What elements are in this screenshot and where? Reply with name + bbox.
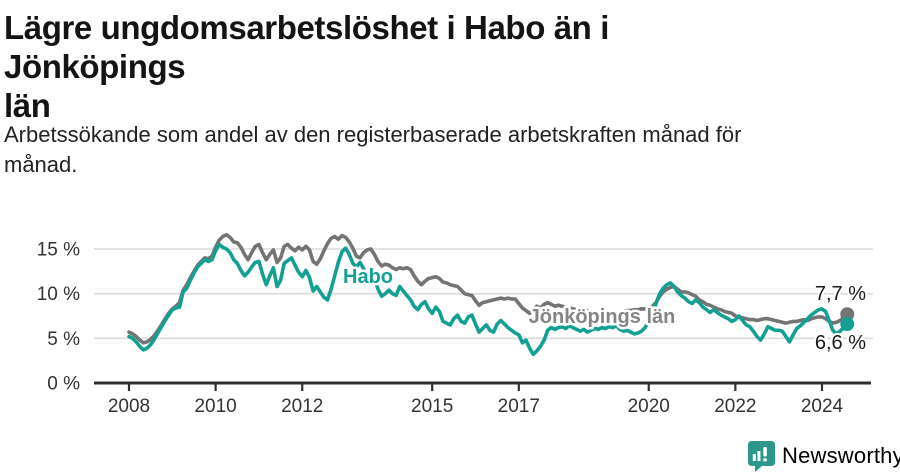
habo-line: [127, 242, 850, 357]
jonkopings-lan-end-value: 7,7 %: [815, 283, 866, 305]
chart-subtitle-line-2: månad.: [4, 152, 78, 177]
newsworthy-logo: Newsworthy: [748, 440, 900, 472]
jonkopings-lan-series-label: Jönköpings län: [529, 306, 676, 328]
page-title-line-2: län: [4, 87, 51, 124]
x-tick-label: 2012: [281, 396, 323, 417]
y-tick-label: 5 %: [47, 329, 80, 350]
y-tick-label: 0 %: [47, 374, 80, 395]
y-tick-label: 15 %: [37, 240, 80, 261]
habo-end-value: 6,6 %: [815, 332, 866, 354]
jonkopings-lan-end-dot: [840, 307, 855, 322]
habo-series-label: Habo: [343, 266, 393, 288]
chart-subtitle-line-1: Arbetssökande som andel av den registerb…: [4, 122, 742, 147]
page-title: Lägre ungdomsarbetslöshet i Habo än i Jö…: [4, 8, 764, 125]
habo-end-dot: [840, 317, 855, 332]
chart-subtitle: Arbetssökande som andel av den registerb…: [4, 120, 864, 180]
x-tick-label: 2010: [194, 396, 236, 417]
x-tick-label: 2022: [714, 396, 756, 417]
x-tick-label: 2015: [411, 396, 453, 417]
jonkopings-lan-line: [127, 232, 850, 345]
x-tick-label: 2017: [498, 396, 540, 417]
x-tick-label: 2024: [801, 396, 844, 417]
x-tick-label: 2008: [108, 396, 150, 417]
x-tick-label: 2020: [628, 396, 670, 417]
page-title-line-1: Lägre ungdomsarbetslöshet i Habo än i Jö…: [4, 9, 609, 85]
newsworthy-wordmark: Newsworthy: [782, 443, 900, 468]
y-tick-label: 10 %: [37, 284, 80, 305]
newsworthy-icon: [748, 440, 775, 472]
